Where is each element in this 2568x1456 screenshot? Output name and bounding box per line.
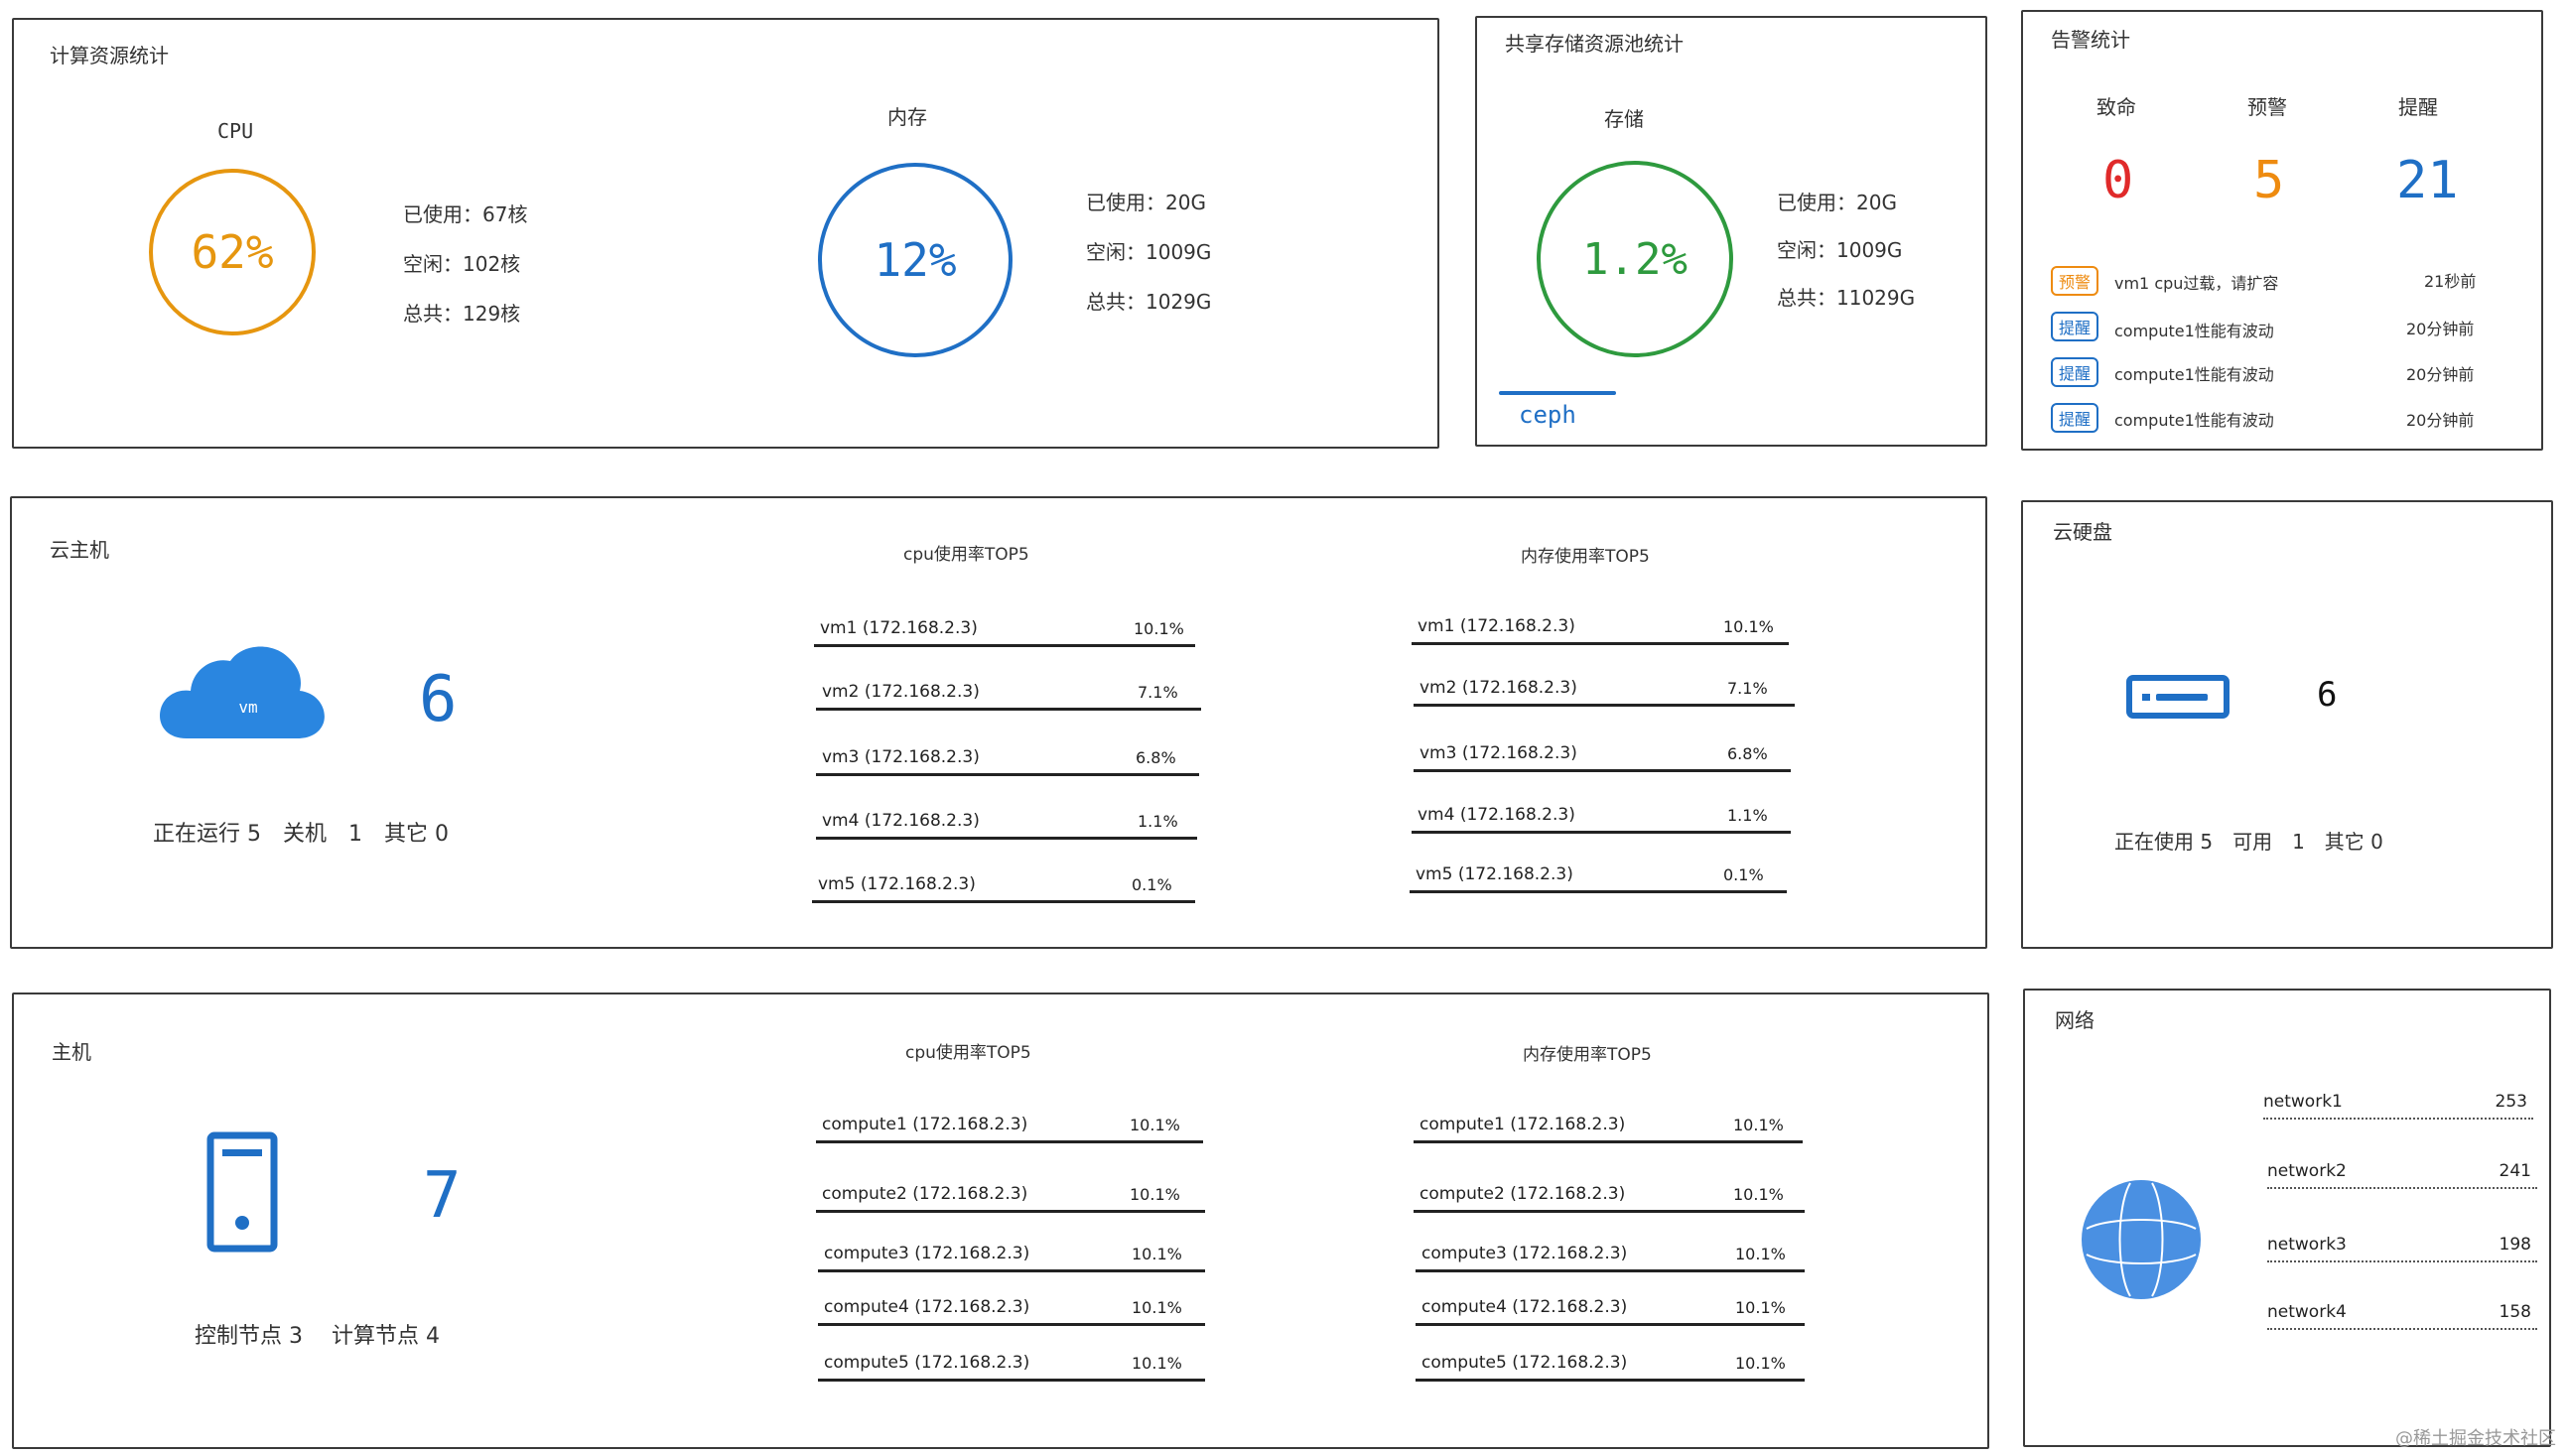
host-mem-row[interactable]: compute3 (172.168.2.3) 10.1%: [1416, 1227, 1805, 1272]
mem-total: 总共：1029G: [1086, 290, 1212, 314]
alert-count-reminder[interactable]: 21: [2396, 151, 2459, 210]
alert-count-fatal[interactable]: 0: [2102, 151, 2134, 210]
disk-panel: 云硬盘 6 正在使用 5 可用 1 其它 0: [2021, 500, 2553, 949]
vm-mem-row[interactable]: vm3 (172.168.2.3) 6.8%: [1414, 727, 1791, 772]
cpu-free: 空闲：102核: [403, 252, 521, 276]
cpu-used: 已使用：67核: [403, 202, 528, 226]
host-cpu-row[interactable]: compute5 (172.168.2.3) 10.1%: [818, 1338, 1205, 1382]
network-title: 网络: [2055, 1008, 2095, 1032]
mem-free: 空闲：1009G: [1086, 240, 1212, 264]
vm-mem-row[interactable]: vm2 (172.168.2.3) 7.1%: [1414, 661, 1795, 707]
host-cpu-row[interactable]: compute4 (172.168.2.3) 10.1%: [818, 1282, 1205, 1326]
cpu-total: 总共：129核: [403, 302, 521, 326]
storage-used: 已使用：20G: [1777, 191, 1897, 214]
network-row[interactable]: network3 198: [2267, 1219, 2537, 1262]
vm-cpu-row[interactable]: vm5 (172.168.2.3) 0.1%: [812, 858, 1195, 903]
host-cpu-row[interactable]: compute1 (172.168.2.3) 10.1%: [816, 1098, 1203, 1143]
storage-percent: 1.2%: [1582, 233, 1688, 285]
alerts-title: 告警统计: [2051, 28, 2130, 52]
host-mem-row[interactable]: compute1 (172.168.2.3) 10.1%: [1414, 1098, 1803, 1143]
host-mem-row[interactable]: compute5 (172.168.2.3) 10.1%: [1416, 1338, 1805, 1382]
alert-header-fatal: 致命: [2096, 95, 2136, 119]
alert-header-reminder: 提醒: [2398, 95, 2438, 119]
cloud-icon: vm: [160, 646, 325, 738]
storage-title: 共享存储资源池统计: [1505, 32, 1684, 56]
storage-ring: 1.2%: [1537, 161, 1733, 357]
network-row[interactable]: network4 158: [2267, 1288, 2537, 1330]
host-count[interactable]: 7: [423, 1159, 462, 1233]
vm-panel: 云主机 vm 6 正在运行 5 关机 1 其它 0 cpu使用率TOP5 vm1…: [10, 496, 1987, 949]
host-panel: 主机 7 控制节点 3 计算节点 4 cpu使用率TOP5 compute1 (…: [12, 993, 1989, 1449]
host-cpu-top-title: cpu使用率TOP5: [905, 1043, 1031, 1063]
storage-label: 存储: [1604, 107, 1644, 131]
alert-item-text[interactable]: compute1性能有波动: [2114, 365, 2274, 384]
vm-cpu-row[interactable]: vm2 (172.168.2.3) 7.1%: [816, 665, 1201, 711]
alert-count-warning[interactable]: 5: [2253, 151, 2285, 210]
host-title: 主机: [52, 1040, 91, 1064]
network-row[interactable]: network1 253: [2263, 1078, 2533, 1120]
vm-cpu-row[interactable]: vm1 (172.168.2.3) 10.1%: [814, 601, 1195, 647]
alert-header-warning: 预警: [2247, 95, 2287, 119]
mem-ring: 12%: [818, 163, 1013, 357]
cpu-ring: 62%: [149, 169, 316, 335]
storage-panel: 共享存储资源池统计 存储 1.2% 已使用：20G 空闲：1009G 总共：11…: [1475, 16, 1987, 447]
alert-item-text[interactable]: vm1 cpu过载，请扩容: [2114, 274, 2279, 293]
vm-title: 云主机: [50, 538, 109, 562]
vm-status: 正在运行 5 关机 1 其它 0: [153, 822, 449, 847]
vm-mem-top-title: 内存使用率TOP5: [1521, 547, 1650, 567]
ceph-tab-underline: [1499, 391, 1616, 395]
alert-badge-reminder: 提醒: [2051, 312, 2099, 341]
vm-cpu-row[interactable]: vm4 (172.168.2.3) 1.1%: [816, 794, 1197, 840]
network-row[interactable]: network2 241: [2267, 1147, 2537, 1189]
host-mem-top-title: 内存使用率TOP5: [1523, 1045, 1652, 1065]
cloud-icon-label: vm: [238, 698, 257, 717]
mem-used: 已使用：20G: [1086, 191, 1206, 214]
disk-icon: [2126, 675, 2230, 719]
vm-cpu-top-title: cpu使用率TOP5: [903, 545, 1029, 565]
vm-cpu-row[interactable]: vm3 (172.168.2.3) 6.8%: [816, 730, 1199, 776]
alert-badge-reminder: 提醒: [2051, 357, 2099, 387]
alert-badge-reminder: 提醒: [2051, 403, 2099, 433]
network-panel: 网络 network1 253 network2 241 network3 198 n…: [2023, 989, 2551, 1447]
vm-count[interactable]: 6: [419, 663, 458, 736]
host-mem-row[interactable]: compute2 (172.168.2.3) 10.1%: [1414, 1161, 1805, 1213]
host-cpu-row[interactable]: compute3 (172.168.2.3) 10.1%: [818, 1227, 1205, 1272]
watermark: @稀土掘金技术社区: [2395, 1428, 2556, 1449]
host-status: 控制节点 3 计算节点 4: [195, 1324, 440, 1349]
globe-icon: [2082, 1180, 2201, 1299]
vm-mem-row[interactable]: vm4 (172.168.2.3) 1.1%: [1412, 788, 1791, 834]
cpu-percent: 62%: [191, 225, 274, 279]
storage-free: 空闲：1009G: [1777, 238, 1903, 262]
alert-item-time: 20分钟前: [2406, 320, 2475, 338]
alerts-panel: 告警统计 致命 预警 提醒 0 5 21 预警 vm1 cpu过载，请扩容 21…: [2021, 10, 2543, 451]
server-icon: [206, 1131, 278, 1253]
disk-status: 正在使用 5 可用 1 其它 0: [2114, 830, 2383, 854]
disk-count[interactable]: 6: [2317, 675, 2338, 715]
alert-item-text[interactable]: compute1性能有波动: [2114, 411, 2274, 430]
vm-mem-row[interactable]: vm1 (172.168.2.3) 10.1%: [1412, 599, 1789, 645]
alert-badge-warning: 预警: [2051, 266, 2099, 296]
host-mem-row[interactable]: compute4 (172.168.2.3) 10.1%: [1416, 1282, 1805, 1326]
alert-item-time: 20分钟前: [2406, 411, 2475, 430]
alert-item-time: 21秒前: [2424, 272, 2477, 291]
ceph-tab[interactable]: ceph: [1519, 401, 1576, 429]
host-cpu-row[interactable]: compute2 (172.168.2.3) 10.1%: [816, 1161, 1205, 1213]
mem-label: 内存: [887, 105, 927, 129]
cpu-label: CPU: [217, 119, 254, 143]
storage-total: 总共：11029G: [1777, 286, 1916, 310]
compute-title: 计算资源统计: [50, 44, 169, 67]
compute-panel: 计算资源统计 CPU 62% 已使用：67核 空闲：102核 总共：129核 内…: [12, 18, 1439, 449]
alert-item-text[interactable]: compute1性能有波动: [2114, 322, 2274, 340]
disk-title: 云硬盘: [2053, 520, 2112, 544]
mem-percent: 12%: [874, 233, 957, 287]
alert-item-time: 20分钟前: [2406, 365, 2475, 384]
vm-mem-row[interactable]: vm5 (172.168.2.3) 0.1%: [1410, 848, 1787, 893]
